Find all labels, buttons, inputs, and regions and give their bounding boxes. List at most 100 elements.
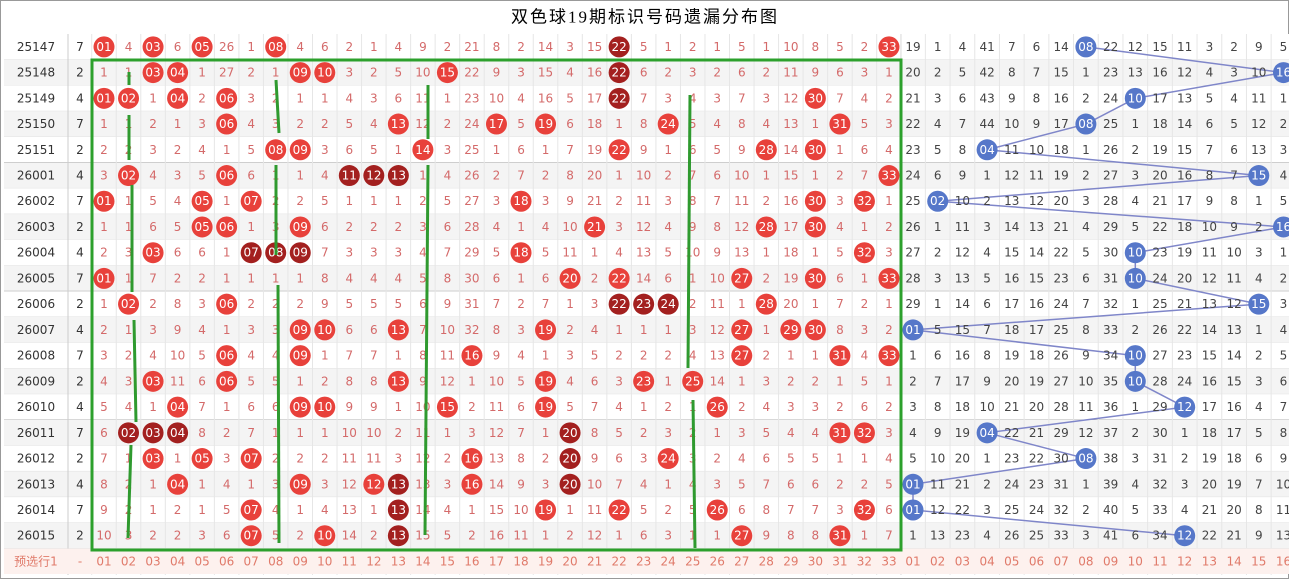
omission: 13 xyxy=(955,271,970,285)
omission: 8 xyxy=(321,271,329,285)
omission: 16 xyxy=(538,91,553,105)
row-bg xyxy=(4,471,1289,498)
omission: 3 xyxy=(174,169,182,183)
omission: 8 xyxy=(174,297,182,311)
omission: 5 xyxy=(934,323,942,337)
red-ball-label: 31 xyxy=(832,529,847,543)
omission: 5 xyxy=(223,503,231,517)
omission: 6 xyxy=(836,271,844,285)
omission: 5 xyxy=(959,66,967,80)
footer-blue: 11 xyxy=(1152,555,1167,569)
omission: 16 xyxy=(1054,91,1069,105)
omission: 16 xyxy=(1177,169,1192,183)
omission: 30 xyxy=(1054,452,1069,466)
omission: 10 xyxy=(1029,143,1044,157)
omission: 1 xyxy=(983,169,991,183)
omission: 10 xyxy=(1276,477,1289,491)
omission: 20 xyxy=(1054,194,1069,208)
omission: 4 xyxy=(861,349,869,363)
omission: 13 xyxy=(1177,91,1192,105)
red-ball-label: 06 xyxy=(219,169,234,183)
red-ball xyxy=(535,319,557,341)
omission: 5 xyxy=(762,426,770,440)
omission: 2 xyxy=(100,143,108,157)
red-ball xyxy=(780,319,802,341)
omission: 24 xyxy=(1177,374,1192,388)
red-ball-label: 02 xyxy=(121,426,136,440)
omission: 24 xyxy=(1029,503,1044,517)
omission: 41 xyxy=(1103,529,1118,543)
omission: 21 xyxy=(464,40,479,54)
omission: 11 xyxy=(415,426,430,440)
omission: 1 xyxy=(861,271,869,285)
omission: 1 xyxy=(125,323,133,337)
omission: 3 xyxy=(542,477,550,491)
omission: 2 xyxy=(983,477,991,491)
omission: 15 xyxy=(1004,246,1019,260)
omission: 5 xyxy=(272,529,280,543)
omission: 4 xyxy=(493,220,501,234)
omission: 14 xyxy=(1054,40,1069,54)
sum-cell: 7 xyxy=(76,349,84,363)
omission: 4 xyxy=(566,374,574,388)
omission: 11 xyxy=(636,194,651,208)
omission: 3 xyxy=(1181,477,1189,491)
sum-cell: 4 xyxy=(76,323,84,337)
blue-ball xyxy=(1124,370,1146,392)
omission: 28 xyxy=(464,220,479,234)
omission: 4 xyxy=(247,349,255,363)
omission: 4 xyxy=(444,169,452,183)
red-ball-label: 31 xyxy=(832,426,847,440)
footer-red: 14 xyxy=(415,555,430,569)
omission: 1 xyxy=(640,400,648,414)
omission: 7 xyxy=(149,271,157,285)
omission: 13 xyxy=(930,529,945,543)
omission: 26 xyxy=(464,169,479,183)
omission: 4 xyxy=(1131,477,1139,491)
omission: 1 xyxy=(198,66,206,80)
omission: 4 xyxy=(566,66,574,80)
omission: 1 xyxy=(1131,117,1139,131)
omission: 19 xyxy=(1202,452,1217,466)
omission: 13 xyxy=(415,477,430,491)
red-ball-label: 08 xyxy=(268,143,283,157)
red-ball xyxy=(240,242,262,264)
omission: 7 xyxy=(1082,297,1090,311)
omission: 11 xyxy=(513,529,528,543)
period: 26004 xyxy=(17,246,55,260)
footer-red: 18 xyxy=(513,555,528,569)
sum-cell: 4 xyxy=(76,169,84,183)
omission: 7 xyxy=(591,400,599,414)
omission: 22 xyxy=(1202,529,1217,543)
omission: 26 xyxy=(1152,323,1167,337)
red-ball xyxy=(510,190,532,212)
omission: 8 xyxy=(738,117,746,131)
omission: 4 xyxy=(272,503,280,517)
omission: 2 xyxy=(1082,91,1090,105)
omission: 8 xyxy=(1082,323,1090,337)
omission: 11 xyxy=(1029,169,1044,183)
omission: 14 xyxy=(1004,220,1019,234)
omission: 1 xyxy=(247,40,255,54)
red-ball-label: 20 xyxy=(562,452,577,466)
omission: 7 xyxy=(444,246,452,260)
omission: 19 xyxy=(1029,374,1044,388)
omission: 1 xyxy=(395,349,403,363)
omission: 1 xyxy=(223,143,231,157)
omission: 3 xyxy=(517,323,525,337)
omission: 1 xyxy=(272,66,280,80)
omission: 5 xyxy=(444,529,452,543)
omission: 1 xyxy=(419,169,427,183)
omission: 16 xyxy=(955,349,970,363)
omission: 7 xyxy=(689,169,697,183)
red-ball-label: 30 xyxy=(808,91,823,105)
blue-ball-label: 12 xyxy=(1177,400,1192,414)
omission: 1 xyxy=(468,503,476,517)
omission: 4 xyxy=(321,169,329,183)
red-ball-label: 22 xyxy=(611,40,626,54)
blue-ball-label: 01 xyxy=(905,477,920,491)
omission: 9 xyxy=(1082,349,1090,363)
red-ball-label: 08 xyxy=(268,40,283,54)
red-ball xyxy=(878,345,900,367)
omission: 10 xyxy=(636,169,651,183)
